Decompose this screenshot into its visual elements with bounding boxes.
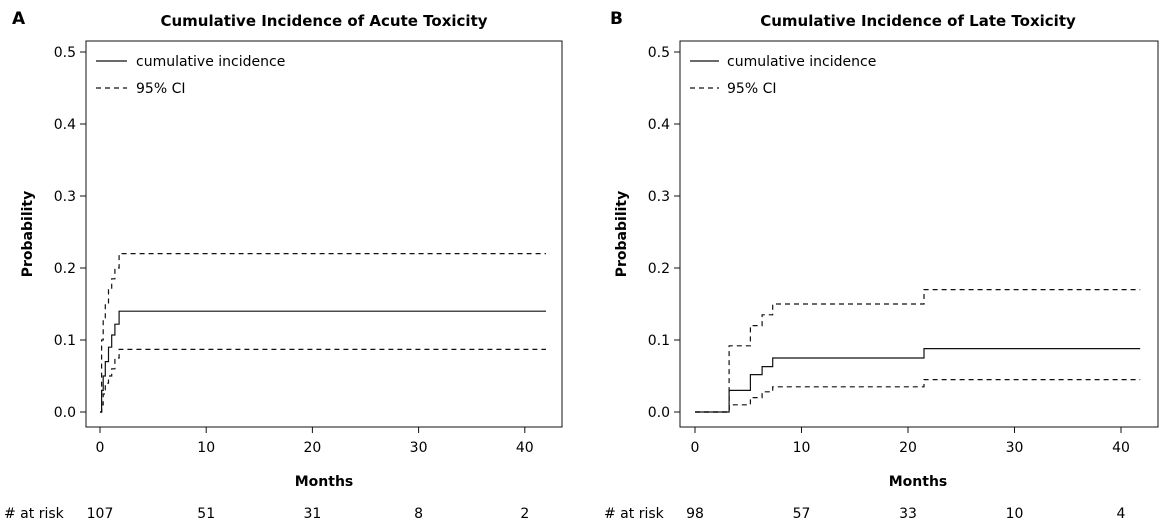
y-tick-label: 0.5 [648,45,670,61]
legend: cumulative incidence 95% CI [96,54,285,97]
y-tick-label: 0.0 [54,405,76,421]
y-tick-label: 0.1 [648,333,670,349]
incidence-line [695,348,1141,413]
at-risk-value: 33 [899,506,917,522]
at-risk-label: # at risk [604,506,665,522]
x-tick-label: 0 [691,440,700,456]
y-tick-label: 0.0 [648,405,670,421]
plot-frame [679,40,1159,428]
at-risk-value: 31 [303,506,321,522]
ci-lower-line [100,348,546,413]
at-risk-row: 98 57 33 10 4 [686,506,1125,522]
at-risk-value: 4 [1117,506,1126,522]
ci-lower-line [695,379,1141,413]
x-tick-label: 20 [303,440,321,456]
y-tick-label: 0.4 [54,117,76,133]
x-tick-label: 20 [899,440,917,456]
at-risk-value: 8 [414,506,423,522]
legend-label-ci: 95% CI [136,81,185,97]
chart-title: Cumulative Incidence of Late Toxicity [760,12,1076,30]
at-risk-value: 2 [520,506,529,522]
x-tick-label: 10 [793,440,811,456]
y-axis: 0.0 0.1 0.2 0.3 0.4 0.5 [648,45,680,421]
panel-label: A [12,9,26,29]
y-axis-label: Probability [614,191,630,278]
x-tick-label: 10 [197,440,215,456]
panel-late-toxicity: B Cumulative Incidence of Late Toxicity … [604,9,1159,522]
at-risk-label: # at risk [4,506,65,522]
y-tick-label: 0.5 [54,45,76,61]
ci-upper-line [100,253,546,413]
legend-label-ci: 95% CI [727,81,776,97]
at-risk-row: 107 51 31 8 2 [87,506,530,522]
y-tick-label: 0.3 [54,189,76,205]
incidence-line [100,310,546,413]
y-tick-label: 0.4 [648,117,670,133]
y-axis-label: Probability [20,191,36,278]
legend: cumulative incidence 95% CI [690,54,876,97]
at-risk-value: 51 [197,506,215,522]
x-axis-label: Months [295,474,354,490]
x-tick-label: 40 [1112,440,1130,456]
y-axis: 0.0 0.1 0.2 0.3 0.4 0.5 [54,45,86,421]
legend-label-incidence: cumulative incidence [136,54,285,70]
chart-title: Cumulative Incidence of Acute Toxicity [160,12,487,30]
x-tick-label: 40 [516,440,534,456]
y-tick-label: 0.2 [54,261,76,277]
y-tick-label: 0.3 [648,189,670,205]
series-group [100,253,546,413]
y-tick-label: 0.1 [54,333,76,349]
x-axis: 0 10 20 30 40 [691,427,1130,456]
x-tick-label: 30 [1006,440,1024,456]
x-tick-label: 0 [96,440,105,456]
plot-frame [85,40,563,428]
x-tick-label: 30 [410,440,428,456]
at-risk-value: 57 [793,506,811,522]
at-risk-value: 107 [87,506,114,522]
at-risk-value: 98 [686,506,704,522]
series-group [695,289,1141,413]
legend-label-incidence: cumulative incidence [727,54,876,70]
at-risk-value: 10 [1006,506,1024,522]
x-axis: 0 10 20 30 40 [96,427,534,456]
panel-label: B [610,9,623,29]
panel-acute-toxicity: A Cumulative Incidence of Acute Toxicity… [4,9,563,522]
y-tick-label: 0.2 [648,261,670,277]
x-axis-label: Months [889,474,948,490]
